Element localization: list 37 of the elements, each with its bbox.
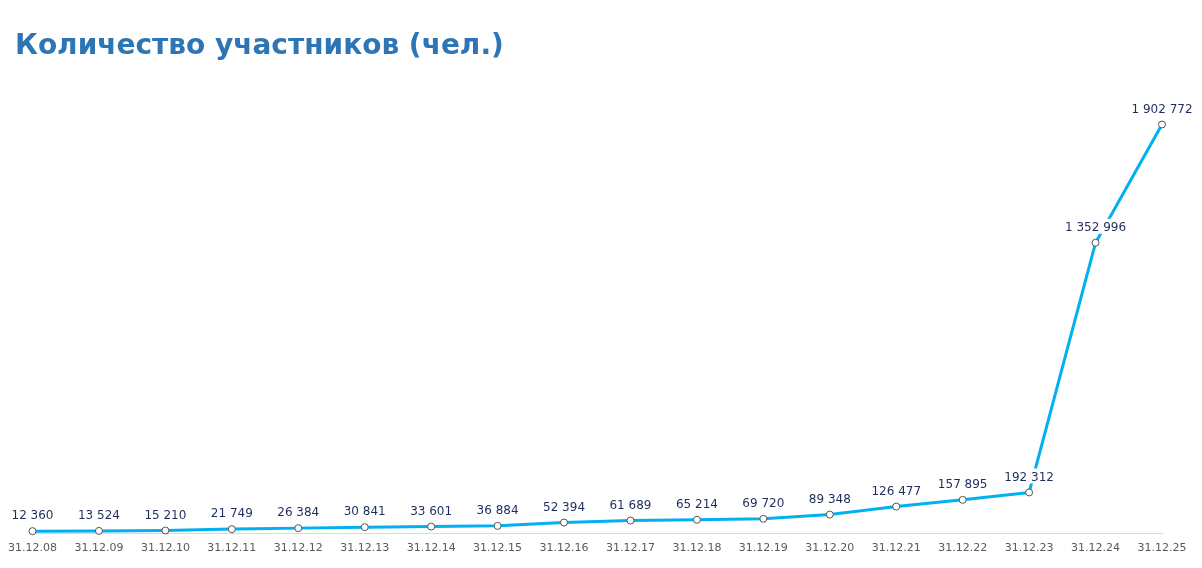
data-label: 157 895 [937,476,988,491]
data-label: 192 312 [1004,469,1054,484]
x-tick-label: 31.12.19 [738,541,788,555]
data-label: 1 352 996 [1065,219,1127,234]
data-label: 65 214 [675,496,718,511]
data-label: 69 720 [742,495,785,510]
data-label: 33 601 [410,503,453,518]
data-label: 30 841 [343,504,386,519]
x-tick-label: 31.12.12 [273,541,323,555]
x-tick-label: 31.12.22 [938,541,988,555]
x-tick-label: 31.12.11 [207,541,257,555]
chart-title: Количество участников (чел.) [15,28,504,62]
x-tick-label: 31.12.17 [605,541,655,555]
x-tick-label: 31.12.25 [1137,541,1187,555]
x-tick-label: 31.12.09 [74,541,124,555]
x-tick-label: 31.12.21 [871,541,921,555]
data-label: 89 348 [808,491,851,506]
x-tick-label: 31.12.15 [473,541,523,555]
x-tick-label: 31.12.16 [539,541,589,555]
x-tick-label: 31.12.10 [140,541,190,555]
data-label: 12 360 [11,508,54,523]
data-label: 36 884 [476,502,519,517]
data-label: 13 524 [77,508,120,523]
x-tick-label: 31.12.13 [340,541,390,555]
data-label: 21 749 [210,506,253,521]
x-tick-label: 31.12.23 [1004,541,1054,555]
x-tick-label: 31.12.18 [672,541,722,555]
x-tick-label: 31.12.24 [1071,541,1121,555]
data-label: 1 902 772 [1131,101,1193,116]
data-label: 126 477 [871,483,922,498]
x-tick-label: 31.12.08 [8,541,57,555]
x-tick-label: 31.12.20 [805,541,855,555]
data-label: 61 689 [609,497,652,512]
data-label: 52 394 [543,499,586,514]
x-tick-label: 31.12.14 [406,541,456,555]
data-label: 15 210 [144,507,187,522]
data-label: 26 384 [277,505,320,520]
